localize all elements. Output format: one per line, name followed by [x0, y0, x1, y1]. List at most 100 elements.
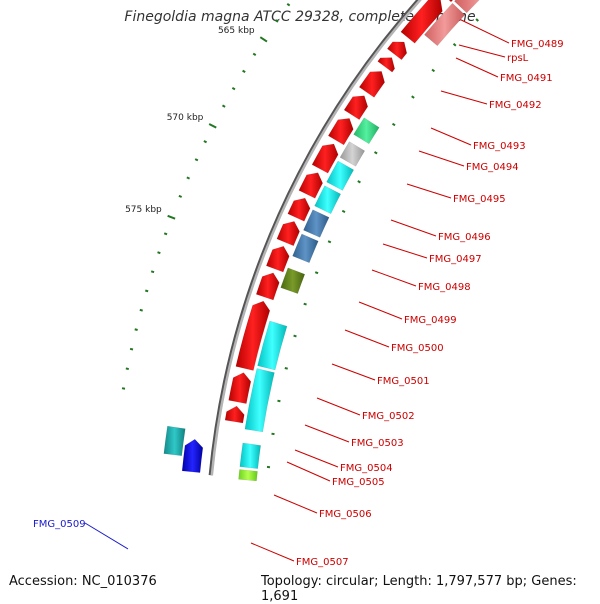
leader-line [383, 244, 427, 258]
gene-label[interactable]: FMG_0501 [377, 376, 430, 387]
inner-tick [412, 96, 414, 98]
leader-line [345, 330, 389, 347]
leader-line [274, 495, 317, 513]
inner-tick [304, 304, 307, 305]
gene-label[interactable]: FMG_0496 [438, 232, 491, 243]
inner-tick [375, 152, 378, 154]
gene-feature[interactable] [354, 118, 380, 144]
inner-tick [454, 44, 456, 46]
gene-feature[interactable] [182, 439, 203, 472]
minor-tick [164, 233, 167, 234]
inner-tick [358, 181, 361, 182]
leader-line [287, 462, 330, 481]
inner-tick [294, 336, 297, 337]
minor-tick [151, 271, 154, 272]
leader-line [332, 364, 375, 380]
gene-feature[interactable] [328, 118, 353, 144]
inner-tick [285, 368, 288, 369]
leader-line [456, 58, 498, 77]
tick-label: 570 kbp [167, 113, 204, 123]
gene-feature[interactable] [344, 96, 368, 120]
minor-tick [222, 105, 225, 106]
gene-feature[interactable] [277, 221, 300, 245]
leader-line [372, 270, 416, 286]
gene-feature[interactable] [245, 368, 275, 431]
gene-feature[interactable] [164, 426, 185, 456]
inner-tick [393, 124, 395, 126]
major-tick [260, 37, 267, 41]
inner-tick [342, 211, 345, 212]
gene-feature[interactable] [340, 142, 365, 167]
gene-label[interactable]: FMG_0503 [351, 438, 404, 449]
leader-line [459, 45, 505, 57]
minor-tick [158, 252, 161, 253]
leader-line [251, 543, 294, 561]
minor-tick [179, 196, 182, 197]
gene-feature[interactable] [454, 0, 508, 13]
minor-tick [122, 388, 125, 389]
inner-tick [432, 70, 434, 72]
gene-label[interactable]: FMG_0500 [391, 343, 444, 354]
minor-tick [187, 177, 190, 178]
major-tick [209, 124, 216, 128]
gene-label[interactable]: FMG_0495 [453, 194, 506, 205]
leader-line [419, 151, 464, 166]
gene-feature[interactable] [378, 58, 395, 72]
inner-tick [315, 272, 318, 273]
gene-feature[interactable] [288, 198, 310, 221]
minor-tick [287, 4, 289, 6]
minor-tick [140, 310, 143, 311]
accession-text: Accession: NC_010376 [9, 574, 157, 589]
gene-label[interactable]: FMG_0494 [466, 162, 519, 173]
major-tick [168, 216, 175, 219]
gene-label[interactable]: FMG_0509 [33, 519, 86, 530]
leader-line [431, 128, 471, 145]
minor-tick [195, 159, 198, 160]
inner-tick [476, 19, 478, 21]
minor-tick [243, 71, 246, 73]
gene-feature[interactable] [239, 469, 258, 480]
tick-label: 575 kbp [125, 205, 162, 215]
gene-label[interactable]: FMG_0505 [332, 477, 385, 488]
gene-label[interactable]: FMG_0498 [418, 282, 471, 293]
leader-line [85, 523, 128, 549]
gene-labels: FMG_0489 rpsL FMG_0491 FMG_0492 FMG_0493 FMG_… [33, 39, 564, 568]
leader-line [305, 425, 349, 442]
leader-line [391, 220, 436, 236]
gene-feature[interactable] [281, 268, 305, 294]
gene-feature[interactable] [299, 173, 323, 199]
gene-label[interactable]: FMG_0502 [362, 411, 415, 422]
gene-feature[interactable] [359, 71, 384, 97]
gene-label[interactable]: FMG_0499 [404, 315, 457, 326]
minor-tick [135, 329, 138, 330]
gene-feature[interactable] [240, 443, 261, 469]
minor-tick [276, 20, 278, 22]
minor-tick [204, 141, 207, 142]
gene-label[interactable]: FMG_0504 [340, 463, 393, 474]
gene-feature[interactable] [266, 246, 289, 272]
gene-feature[interactable] [225, 406, 244, 423]
gene-label[interactable]: FMG_0492 [489, 100, 542, 111]
minor-tick [130, 349, 133, 350]
gene-label[interactable]: FMG_0506 [319, 509, 372, 520]
minor-tick [145, 290, 148, 291]
gene-feature[interactable] [256, 273, 279, 300]
gene-label[interactable]: FMG_0491 [500, 73, 553, 84]
minor-tick [253, 54, 256, 56]
gene-label[interactable]: FMG_0493 [473, 141, 526, 152]
tick-label: 565 kbp [218, 26, 255, 36]
gene-label[interactable]: rpsL [507, 53, 529, 64]
gene-label[interactable]: FMG_0489 [511, 39, 564, 50]
inner-tick [328, 241, 331, 242]
gene-feature[interactable] [387, 42, 406, 60]
minor-tick [232, 88, 235, 90]
gene-feature[interactable] [229, 373, 251, 404]
leader-line [441, 91, 487, 104]
gene-label[interactable]: FMG_0507 [296, 557, 349, 568]
minor-tick [126, 368, 129, 369]
gene-label[interactable]: FMG_0497 [429, 254, 482, 265]
leader-line [359, 302, 402, 319]
inner-tick [277, 401, 280, 402]
leader-line [317, 398, 360, 415]
